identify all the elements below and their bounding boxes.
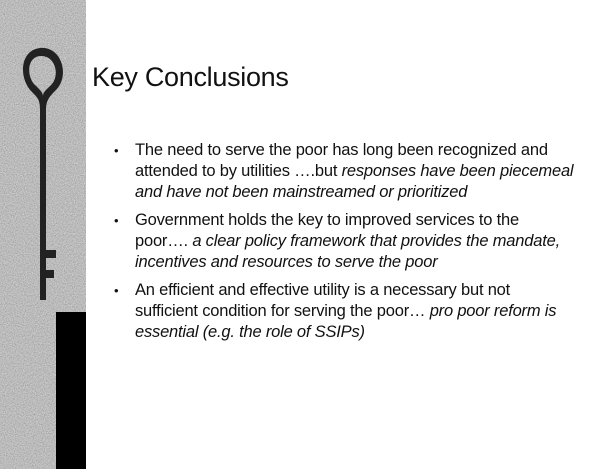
bullet-text: The need to serve the poor has long been… <box>135 141 548 180</box>
bullet-emphasis: a clear policy framework that provides t… <box>135 232 560 271</box>
bullet-emphasis: pro poor reform is essential (e.g. the r… <box>135 302 557 341</box>
bullet-emphasis: responses have been piecemeal and have n… <box>135 162 574 201</box>
dark-bar <box>56 312 86 469</box>
key-teeth <box>46 250 56 278</box>
bullet-text: Government holds the key to improved ser… <box>135 211 519 250</box>
side-strip <box>0 0 86 469</box>
bullet: The need to serve the poor has long been… <box>112 140 574 203</box>
bullet: An efficient and effective utility is a … <box>112 280 574 343</box>
bullet-text: An efficient and effective utility is a … <box>135 281 511 320</box>
bullet-list: The need to serve the poor has long been… <box>112 140 574 350</box>
key-icon <box>22 47 63 301</box>
bullet: Government holds the key to improved ser… <box>112 210 574 273</box>
slide-title: Key Conclusions <box>92 62 289 92</box>
